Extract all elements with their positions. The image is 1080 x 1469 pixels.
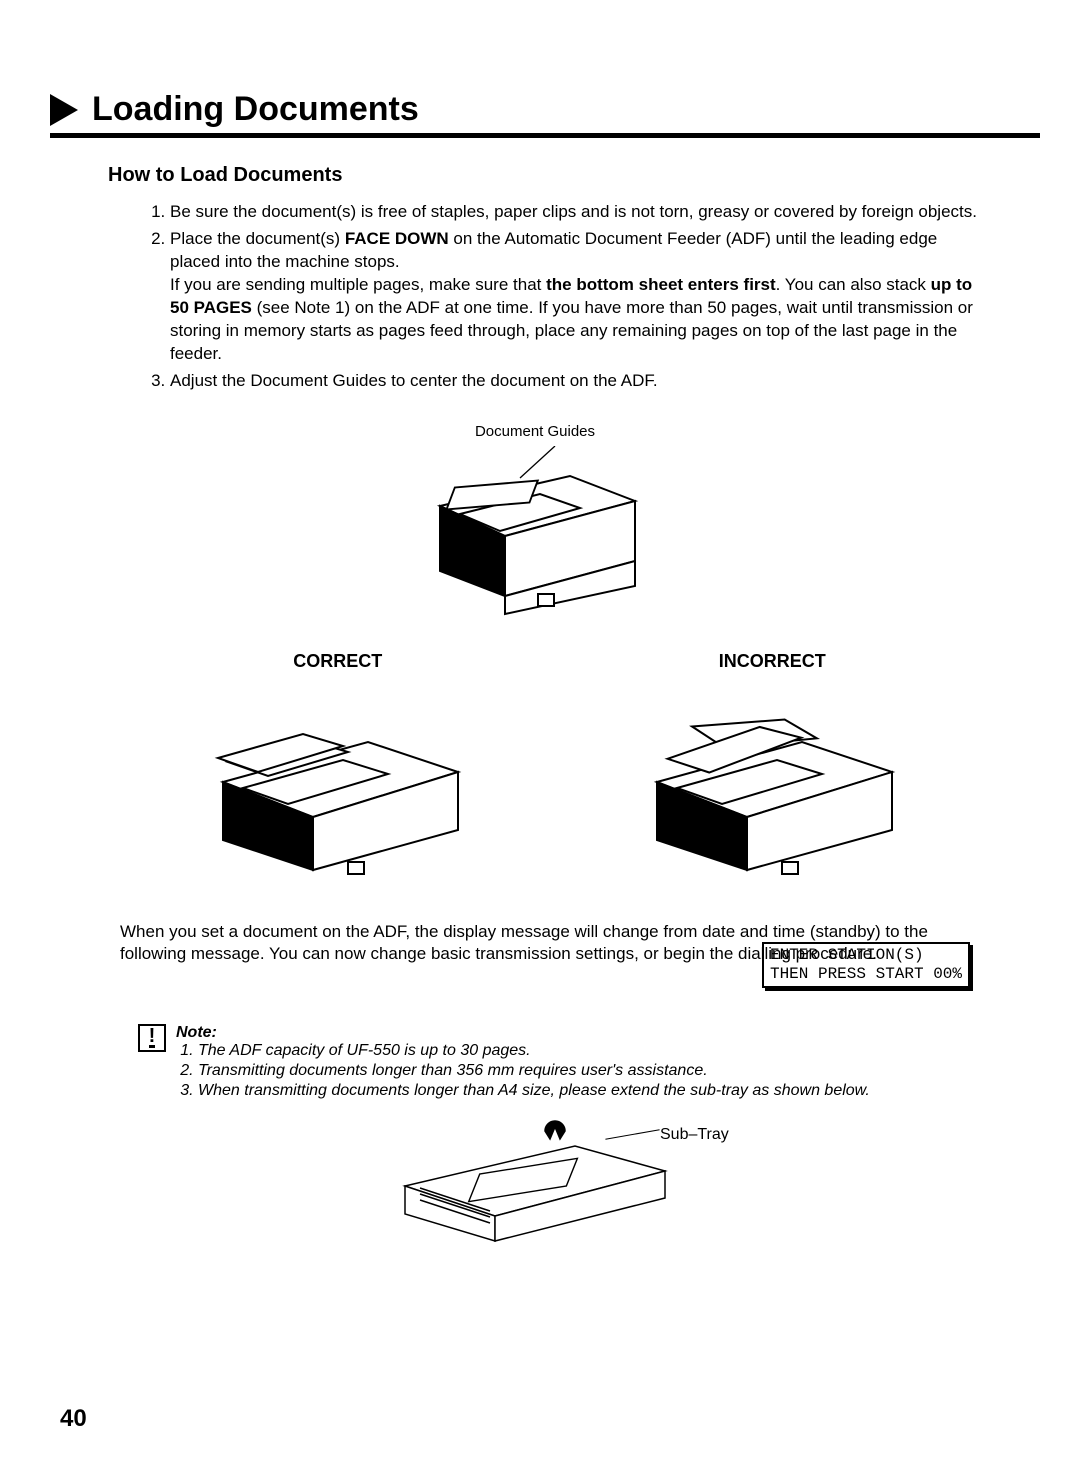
step-1: Be sure the document(s) is free of stapl…: [170, 201, 980, 224]
step-2b: FACE DOWN: [345, 229, 449, 248]
step-1-text: Be sure the document(s) is free of stapl…: [170, 202, 977, 221]
compare-row: CORRECT INCORRECT: [160, 651, 950, 887]
fax-machine-illustration: [60, 446, 1010, 621]
lcd-display: ENTER STATION(S) THEN PRESS START 00%: [762, 942, 970, 988]
title-row: Loading Documents: [50, 90, 1040, 138]
page-number: 40: [60, 1405, 87, 1433]
step-2h: (see Note 1) on the ADF at one time. If …: [170, 298, 973, 363]
note-label: Note:: [176, 1024, 217, 1041]
step-2e: the bottom sheet enters first: [546, 275, 776, 294]
step-2a: Place the document(s): [170, 229, 345, 248]
step-2f: . You can also stack: [776, 275, 931, 294]
correct-column: CORRECT: [160, 651, 516, 887]
incorrect-label: INCORRECT: [595, 651, 951, 672]
lcd-line-2: THEN PRESS START 00%: [770, 965, 962, 983]
note-icon: !: [138, 1024, 166, 1052]
fax-top-icon: [420, 446, 650, 616]
note-3: When transmitting documents longer than …: [198, 1082, 870, 1100]
correct-label: CORRECT: [160, 651, 516, 672]
note-row: ! Note: The ADF capacity of UF-550 is up…: [138, 1024, 980, 1102]
document-guides-label: Document Guides: [475, 423, 595, 440]
section-subheading: How to Load Documents: [108, 164, 1010, 187]
page-title: Loading Documents: [92, 90, 419, 129]
fax-incorrect-icon: [642, 712, 902, 882]
step-3-text: Adjust the Document Guides to center the…: [170, 371, 658, 390]
subtray-figure: Sub–Tray: [60, 1116, 1010, 1251]
note-1: The ADF capacity of UF-550 is up to 30 p…: [198, 1042, 870, 1060]
step-3: Adjust the Document Guides to center the…: [170, 370, 980, 393]
step-2: Place the document(s) FACE DOWN on the A…: [170, 228, 980, 366]
lcd-line-1: ENTER STATION(S): [770, 946, 924, 964]
subtray-icon: [395, 1116, 675, 1246]
incorrect-column: INCORRECT: [595, 651, 951, 887]
notes-list: The ADF capacity of UF-550 is up to 30 p…: [198, 1042, 870, 1100]
step-2d: If you are sending multiple pages, make …: [170, 275, 546, 294]
figure-center: Document Guides: [60, 423, 1010, 621]
fax-correct-icon: [208, 712, 468, 882]
subtray-label: Sub–Tray: [660, 1126, 729, 1144]
steps-list: Be sure the document(s) is free of stapl…: [170, 201, 980, 393]
triangle-icon: [50, 94, 78, 126]
note-2: Transmitting documents longer than 356 m…: [198, 1062, 870, 1080]
